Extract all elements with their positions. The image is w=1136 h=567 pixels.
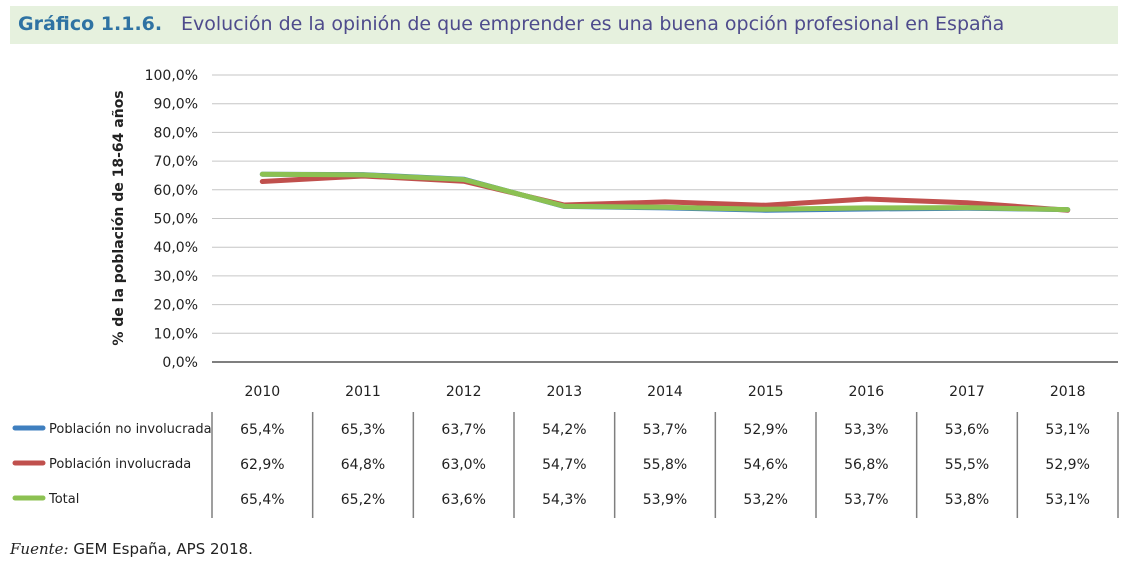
chart-title: Evolución de la opinión de que emprender… — [181, 13, 1005, 35]
data-label: 62,9% — [240, 457, 284, 473]
x-tick-label: 2014 — [647, 384, 683, 400]
y-axis-label: % de la población de 18-64 años — [111, 90, 127, 345]
data-label: 63,6% — [441, 492, 485, 508]
data-label: 53,2% — [743, 492, 787, 508]
data-table: Población no involucrada 65,4% 65,3% 63,7% 5… — [12, 412, 1119, 518]
gridlines — [212, 74, 1118, 363]
y-tick-label: 70,0% — [154, 154, 198, 170]
data-label: 65,4% — [240, 492, 284, 508]
y-tick-label: 20,0% — [154, 298, 198, 314]
data-label: 53,8% — [945, 492, 989, 508]
y-tick-label: 100,0% — [145, 68, 198, 84]
title-bar: Gráfico 1.1.6. Evolución de la opinión d… — [10, 6, 1118, 44]
y-axis-ticks: 0,0% 10,0% 20,0% 30,0% 40,0% 50,0% 60,0% 70,0% 8… — [145, 68, 198, 371]
data-label: 55,8% — [643, 457, 687, 473]
x-tick-label: 2011 — [345, 384, 381, 400]
y-tick-label: 50,0% — [154, 212, 198, 228]
y-tick-label: 30,0% — [154, 269, 198, 285]
data-label: 54,3% — [542, 492, 586, 508]
data-label: 53,1% — [1045, 492, 1089, 508]
y-tick-label: 60,0% — [154, 183, 198, 199]
data-label: 54,7% — [542, 457, 586, 473]
y-tick-label: 40,0% — [154, 240, 198, 256]
x-tick-label: 2017 — [949, 384, 985, 400]
data-label: 63,0% — [441, 457, 485, 473]
data-label: 53,9% — [643, 492, 687, 508]
series-lines — [259, 171, 1071, 213]
x-tick-label: 2012 — [446, 384, 482, 400]
data-label: 65,4% — [240, 422, 284, 438]
source-label: Fuente: — [10, 540, 69, 558]
y-tick-label: 90,0% — [154, 97, 198, 113]
data-label: 53,6% — [945, 422, 989, 438]
data-label: 54,2% — [542, 422, 586, 438]
x-tick-label: 2018 — [1050, 384, 1086, 400]
legend-label: Población no involucrada — [49, 422, 212, 437]
x-axis-categories: 2010 2011 2012 2013 2014 2015 2016 2017 2018 — [245, 384, 1086, 400]
data-label: 65,2% — [341, 492, 385, 508]
data-label: 63,7% — [441, 422, 485, 438]
source-note: Fuente: GEM España, APS 2018. — [10, 540, 253, 558]
data-label: 52,9% — [743, 422, 787, 438]
x-tick-label: 2013 — [547, 384, 583, 400]
y-tick-label: 0,0% — [162, 355, 198, 371]
data-label: 53,1% — [1045, 422, 1089, 438]
x-tick-label: 2010 — [245, 384, 281, 400]
line-chart: 0,0% 10,0% 20,0% 30,0% 40,0% 50,0% 60,0% 70,0% 8… — [12, 68, 1119, 518]
x-tick-label: 2016 — [849, 384, 885, 400]
data-label: 53,3% — [844, 422, 888, 438]
legend-label: Población involucrada — [49, 457, 191, 472]
source-text: GEM España, APS 2018. — [73, 540, 253, 558]
data-label: 56,8% — [844, 457, 888, 473]
data-label: 64,8% — [341, 457, 385, 473]
data-label: 53,7% — [643, 422, 687, 438]
y-tick-label: 80,0% — [154, 125, 198, 141]
x-tick-label: 2015 — [748, 384, 784, 400]
data-label: 53,7% — [844, 492, 888, 508]
data-label: 55,5% — [945, 457, 989, 473]
series-line — [259, 171, 1071, 213]
data-label: 54,6% — [743, 457, 787, 473]
legend-label: Total — [48, 492, 79, 507]
y-tick-label: 10,0% — [154, 326, 198, 342]
data-label: 52,9% — [1045, 457, 1089, 473]
figure-label: Gráfico 1.1.6. — [18, 13, 163, 35]
data-label: 65,3% — [341, 422, 385, 438]
